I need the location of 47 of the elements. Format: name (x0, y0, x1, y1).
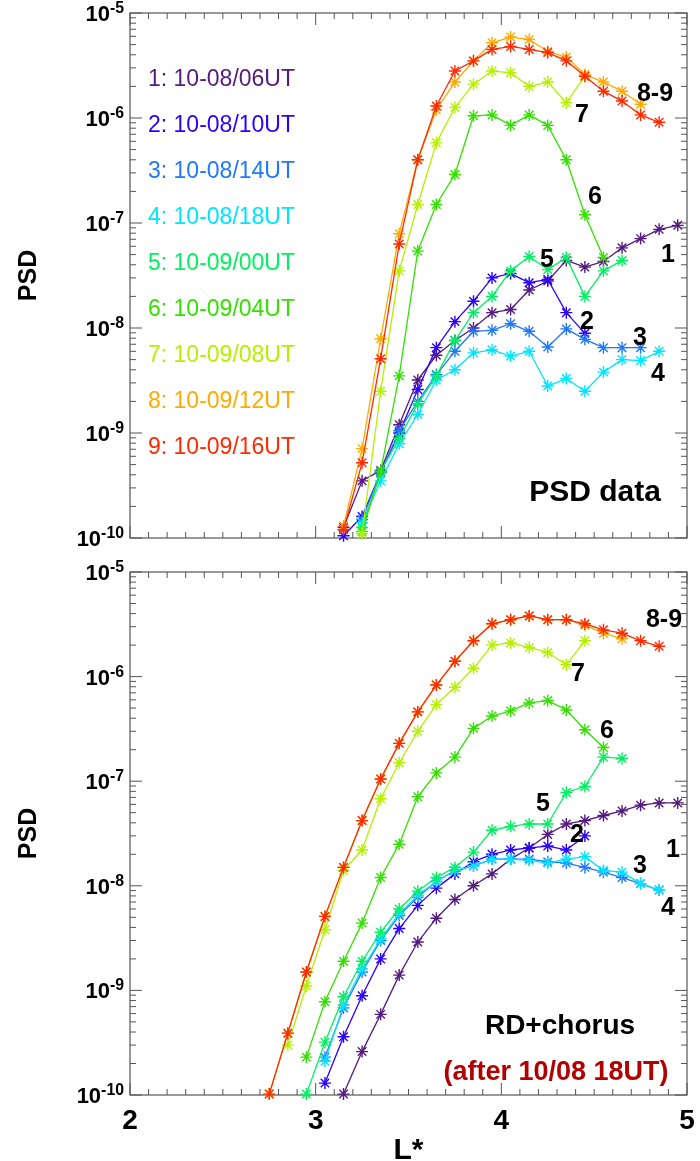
text: 2: 10-08/10UT (148, 111, 296, 137)
annotation: 7 (575, 99, 589, 127)
y-axis-title: PSD (13, 807, 41, 860)
x-axis-title: L* (393, 1132, 424, 1161)
y-tick-label: 10$^{-7}$ (85, 766, 125, 795)
y-axis-title: PSD (13, 249, 41, 302)
annotation: 6 (600, 715, 614, 743)
annotation: 4 (651, 358, 666, 386)
x-tick-label: 2 (122, 1104, 138, 1135)
annotation: 3 (633, 850, 647, 878)
text: 6: 10-09/04UT (148, 295, 296, 321)
annotation: RD+chorus (484, 1009, 636, 1041)
annotation: 3 (633, 322, 647, 350)
annotation: 2 (580, 306, 594, 334)
y-tick-label: 10$^{-7}$ (85, 208, 125, 236)
text: 4: 10-08/18UT (148, 203, 296, 229)
annotation: 8-9 (636, 78, 674, 106)
y-tick-label: 10$^{-9}$ (85, 418, 125, 446)
y-tick-label: 10$^{-10}$ (76, 1080, 125, 1108)
annotation: (after 10/08 18UT) (443, 1055, 669, 1086)
y-tick-label: 10$^{-9}$ (85, 975, 125, 1004)
x-tick-label: 5 (679, 1104, 695, 1135)
annotation: 1 (666, 834, 681, 862)
annotation: 4 (661, 892, 676, 920)
text: 1: 10-08/06UT (148, 65, 296, 91)
text: 8: 10-09/12UT (148, 387, 296, 413)
text: 9: 10-09/16UT (148, 433, 296, 459)
annotation: 5 (540, 244, 555, 272)
text: 5: 10-09/00UT (148, 249, 296, 275)
annotation: 1 (661, 239, 676, 267)
y-tick-label: 10$^{-5}$ (85, 0, 125, 26)
y-tick-label: 10$^{-8}$ (85, 313, 125, 341)
y-tick-label: 10$^{-6}$ (85, 662, 125, 690)
x-tick-label: 4 (493, 1104, 510, 1135)
text: 3: 10-08/14UT (148, 157, 296, 183)
x-tick-label: 3 (307, 1104, 324, 1135)
annotation: PSD data (529, 473, 662, 507)
y-tick-label: 10$^{-6}$ (85, 103, 125, 131)
annotation: 2 (570, 819, 584, 847)
text: 7: 10-09/08UT (148, 341, 296, 367)
y-tick-label: 10$^{-8}$ (85, 871, 125, 899)
annotation: 5 (536, 788, 551, 816)
annotation: 8-9 (645, 604, 683, 632)
y-tick-label: 10$^{-10}$ (76, 523, 125, 551)
y-tick-label: 10$^{-5}$ (85, 557, 125, 585)
annotation: 6 (588, 181, 602, 209)
annotation: 7 (571, 658, 585, 686)
